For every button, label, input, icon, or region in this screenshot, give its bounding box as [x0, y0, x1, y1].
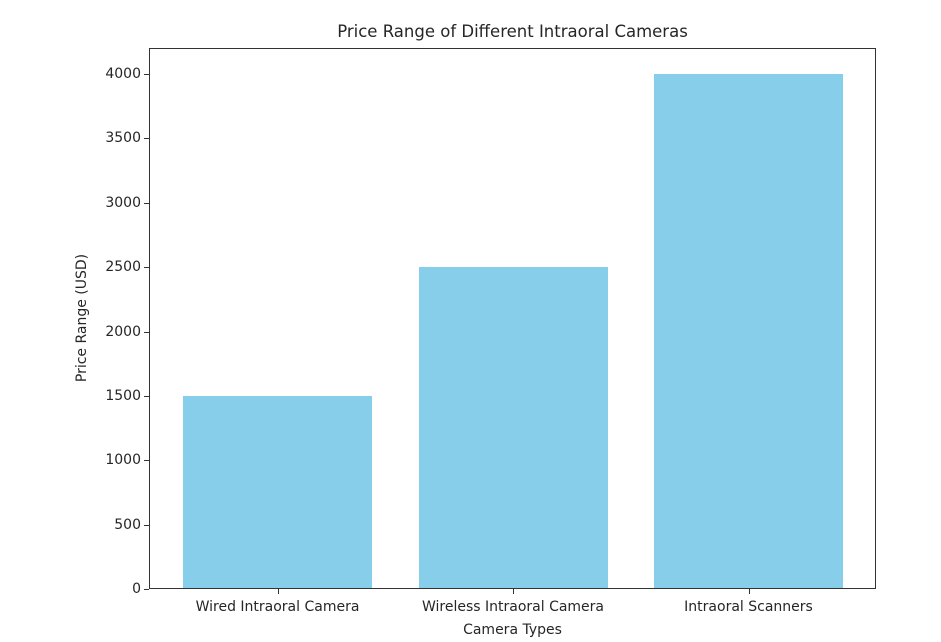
y-tick-label: 1500: [105, 388, 141, 404]
y-tick: [144, 138, 149, 139]
y-tick: [144, 460, 149, 461]
plot-area: [149, 48, 876, 589]
x-axis-label: Camera Types: [463, 622, 562, 638]
x-tick: [278, 589, 279, 594]
y-tick: [144, 525, 149, 526]
x-tick-label: Wired Intraoral Camera: [195, 599, 360, 615]
y-tick-label: 0: [132, 581, 141, 597]
y-tick: [144, 589, 149, 590]
y-tick-label: 2000: [105, 324, 141, 340]
y-tick: [144, 332, 149, 333]
x-tick: [513, 589, 514, 594]
y-tick-label: 500: [114, 517, 141, 533]
y-tick-label: 4000: [105, 66, 141, 82]
y-tick-label: 3500: [105, 130, 141, 146]
y-tick-label: 2500: [105, 259, 141, 275]
x-tick: [749, 589, 750, 594]
y-tick: [144, 203, 149, 204]
y-tick: [144, 74, 149, 75]
y-tick-label: 1000: [105, 452, 141, 468]
y-tick: [144, 396, 149, 397]
chart-title: Price Range of Different Intraoral Camer…: [337, 22, 688, 41]
y-tick-label: 3000: [105, 195, 141, 211]
bar: [183, 395, 372, 589]
y-tick: [144, 267, 149, 268]
x-tick-label: Intraoral Scanners: [684, 599, 813, 615]
x-tick-label: Wireless Intraoral Camera: [421, 599, 605, 615]
bar: [654, 74, 843, 589]
bar: [418, 267, 608, 589]
